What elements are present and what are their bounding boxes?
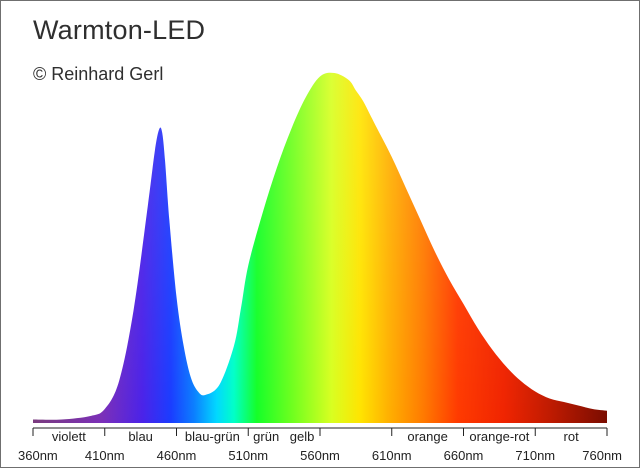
chart-title: Warmton-LED — [33, 15, 206, 45]
spectrum-area-shading — [33, 72, 607, 423]
color-band-label: rot — [564, 429, 580, 444]
x-tick-label: 710nm — [515, 448, 555, 463]
x-tick-label: 610nm — [372, 448, 412, 463]
x-tick-label: 560nm — [300, 448, 340, 463]
color-band-label: orange-rot — [469, 429, 529, 444]
x-tick-label: 660nm — [444, 448, 484, 463]
color-band-label: blau-grün — [185, 429, 240, 444]
color-band-label: grün — [253, 429, 279, 444]
color-band-label: blau — [128, 429, 153, 444]
color-band-label: violett — [52, 429, 86, 444]
x-tick-label: 360nm — [18, 448, 58, 463]
color-band-label: gelb — [290, 429, 315, 444]
x-tick-label: 410nm — [85, 448, 125, 463]
color-band-label: orange — [407, 429, 447, 444]
x-tick-label: 510nm — [228, 448, 268, 463]
x-tick-label: 460nm — [157, 448, 197, 463]
chart-subtitle: © Reinhard Gerl — [33, 64, 164, 84]
x-tick-label: 760nm — [582, 448, 622, 463]
